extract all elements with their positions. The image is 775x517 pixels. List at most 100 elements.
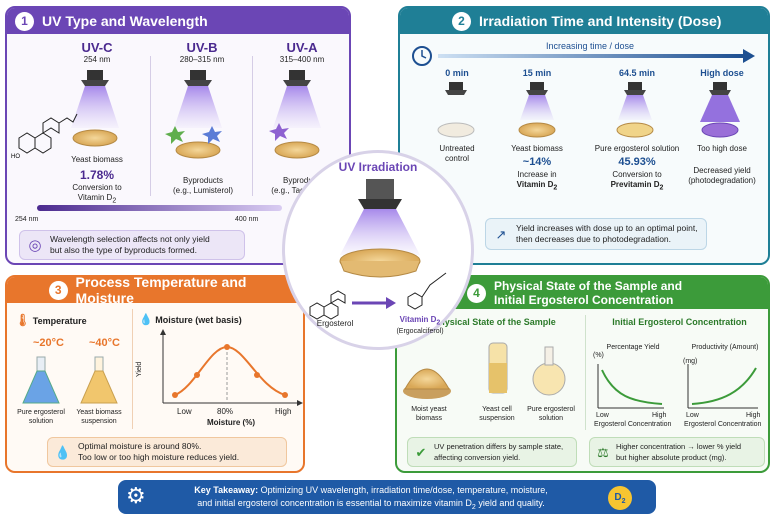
yield-curve bbox=[601, 369, 663, 405]
g2-unit: (mg) bbox=[683, 358, 698, 365]
droplet-icon: 💧 bbox=[54, 444, 72, 460]
uvc-sub: 2 bbox=[112, 197, 117, 205]
svg-text:HO: HO bbox=[11, 154, 20, 160]
step-2-line3: Previtamin D bbox=[610, 180, 660, 189]
dose-arrow bbox=[412, 46, 755, 66]
note-1-line1: Wavelength selection affects not only yi… bbox=[50, 234, 210, 244]
panel-1-note: ◎ Wavelength selection affects not only … bbox=[19, 230, 245, 260]
uv-lamps-illustration: HO bbox=[11, 70, 321, 160]
flask-2-line2: suspension bbox=[81, 418, 117, 425]
flask-1-line2: solution bbox=[28, 418, 54, 425]
droplet-icon: 💧 bbox=[139, 314, 153, 326]
step-3-line3: (photodegradation) bbox=[688, 176, 756, 185]
gear-icon: ⚙ bbox=[126, 483, 146, 508]
panel-4-note-b: ⚖ Higher concentration → lower % yield bu… bbox=[589, 437, 765, 467]
uvb-name: UV-B bbox=[186, 40, 218, 55]
panel-4-title-2: Initial Ergosterol Concentration bbox=[494, 293, 674, 307]
tick-80: 80% bbox=[217, 407, 234, 416]
panel-1-title: UV Type and Wavelength bbox=[42, 13, 208, 29]
step-1-line1: Yeast biomass bbox=[511, 144, 563, 153]
g2-title: Productivity (Amount) bbox=[691, 344, 759, 351]
panel-3-title: Process Temperature and Moisture bbox=[75, 274, 247, 306]
center-right-label-2: (Ergocalciferol) bbox=[396, 328, 444, 335]
state-title: Physical State of the Sample bbox=[433, 317, 556, 327]
step-1-line3: Vitamin D bbox=[516, 180, 554, 189]
note-2-line1: Yield increases with dose up to an optim… bbox=[516, 223, 698, 233]
sample-2-line1: Yeast cell bbox=[482, 406, 512, 413]
wavelength-min: 254 nm bbox=[15, 216, 39, 223]
sample-1-line2: biomass bbox=[415, 415, 443, 422]
uvc-column: UV-C 254 nm bbox=[47, 40, 147, 65]
uvc-range: 254 nm bbox=[83, 55, 111, 64]
g2-low: Low bbox=[686, 412, 699, 419]
note-2-line2: then decreases due to photodegradation. bbox=[516, 234, 672, 244]
panel-1-number: 1 bbox=[15, 11, 34, 31]
clock-icon bbox=[412, 46, 432, 66]
moist-xlabel: Moisture (%) bbox=[207, 418, 255, 427]
sun-sub: 2 bbox=[621, 498, 626, 505]
takeaway-line2b: yield and quality. bbox=[475, 498, 545, 508]
center-title: UV Irradiation bbox=[338, 160, 418, 174]
balance-scale-icon: ⚖ bbox=[597, 444, 609, 460]
uva-column: UV-A 315–400 nm bbox=[257, 40, 347, 65]
conc-graphs bbox=[597, 364, 758, 409]
flask-icon bbox=[22, 356, 60, 404]
uvc-desc2: Vitamin D bbox=[77, 193, 113, 202]
panel-temp-moisture: 3 Process Temperature and Moisture 🌡 Temp… bbox=[5, 274, 305, 473]
step-2-line1: Pure ergosterol solution bbox=[594, 144, 680, 153]
time-64: 64.5 min bbox=[618, 68, 656, 78]
divider bbox=[585, 315, 586, 430]
sample-3-line2: solution bbox=[538, 415, 564, 422]
productivity-curve bbox=[691, 367, 757, 405]
step-1-value: ~14% bbox=[522, 156, 552, 168]
byproduct-star-icon bbox=[165, 123, 289, 144]
tick-low: Low bbox=[177, 407, 192, 416]
temp-title: Temperature bbox=[32, 316, 87, 326]
temp-2: ~40°C bbox=[89, 337, 121, 349]
step-3-line1: Too high dose bbox=[697, 144, 747, 153]
step-2-line2: Conversion to bbox=[612, 170, 662, 179]
g1-unit: (%) bbox=[593, 352, 604, 359]
step-1-sub: 2 bbox=[553, 184, 558, 192]
time-15: 15 min bbox=[522, 68, 552, 78]
flask-1-line1: Pure ergosterol bbox=[17, 409, 65, 416]
step-0-line2: control bbox=[444, 154, 469, 163]
conc-title: Initial Ergosterol Concentration bbox=[612, 317, 747, 327]
center-sub: 2 bbox=[436, 319, 441, 327]
data-point bbox=[194, 372, 200, 378]
g1-high: High bbox=[652, 412, 667, 419]
key-takeaway: ⚙ Key Takeaway: Optimizing UV wavelength… bbox=[118, 480, 656, 514]
target-icon: ◎ bbox=[28, 236, 42, 254]
moist-ylabel: Yield bbox=[136, 361, 143, 377]
panel-3-note: 💧 Optimal moisture is around 80%. Too low… bbox=[47, 437, 287, 467]
center-left-label: Ergosterol bbox=[316, 319, 354, 328]
note-4b-line2: but higher absolute product (mg). bbox=[616, 453, 727, 462]
step-2-value: 45.93% bbox=[618, 156, 656, 168]
sample-3-line1: Pure ergosterol bbox=[527, 406, 575, 413]
flask-icon bbox=[80, 356, 118, 404]
sample-1-line1: Moist yeast bbox=[411, 406, 447, 413]
g1-xcap: Ergosterol Concentration bbox=[594, 421, 672, 428]
ergosterol-structure-icon bbox=[18, 113, 78, 154]
takeaway-lead: Key Takeaway: bbox=[194, 485, 259, 495]
note-3-line1: Optimal moisture is around 80%. bbox=[78, 441, 202, 451]
panel-4-title-1: Physical State of the Sample and bbox=[494, 279, 683, 293]
uvc-desc1: Conversion to bbox=[72, 183, 122, 192]
time-high: High dose bbox=[700, 68, 744, 78]
moisture-chart bbox=[160, 329, 303, 406]
g2-xcap: Ergosterol Concentration bbox=[684, 421, 762, 428]
temp-1: ~20°C bbox=[33, 337, 65, 349]
sample-2-line2: suspension bbox=[479, 415, 515, 422]
chart-up-icon: ↗ bbox=[495, 226, 507, 242]
panel-3-number: 3 bbox=[49, 280, 68, 300]
divider bbox=[132, 309, 133, 429]
panel-4-number: 4 bbox=[467, 283, 486, 303]
takeaway-line1: Optimizing UV wavelength, irradiation ti… bbox=[258, 485, 548, 495]
sun-label: D bbox=[614, 492, 622, 503]
panel-3-header: 3 Process Temperature and Moisture bbox=[7, 274, 303, 306]
step-1-line2: Increase in bbox=[517, 170, 557, 179]
time-0: 0 min bbox=[445, 68, 469, 78]
flasks bbox=[22, 356, 118, 404]
g1-title: Percentage Yield bbox=[606, 344, 660, 351]
